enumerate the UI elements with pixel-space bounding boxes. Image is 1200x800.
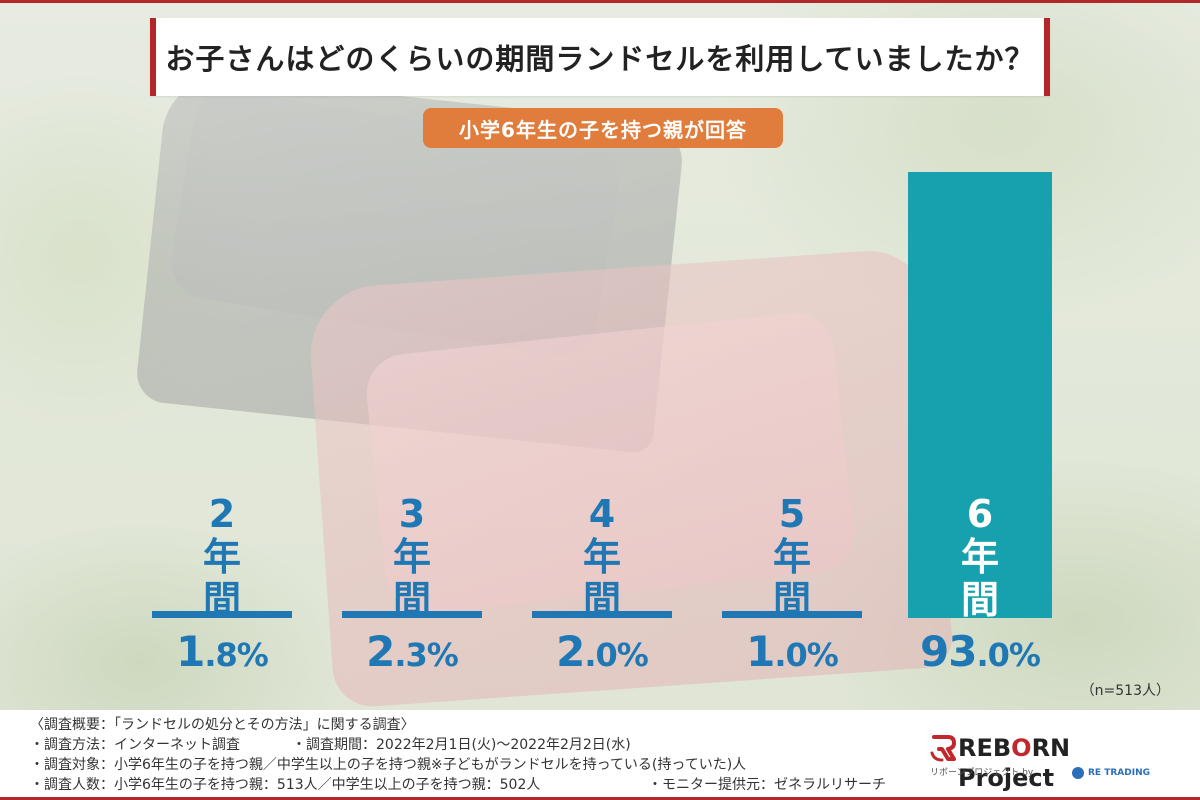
subtitle-pill: 小学6年生の子を持つ親が回答	[423, 108, 783, 148]
value-label-4: 1.0%	[746, 627, 839, 676]
survey-target: ・調査対象：小学6年生の子を持つ親／中学生以上の子を持つ親※子どもがランドセルを…	[30, 757, 747, 773]
logo-subtext: リボーンプロジェクト by	[930, 768, 1034, 778]
value-label-2: 2.3%	[366, 627, 459, 676]
value-label-1: 1.8%	[176, 627, 269, 676]
footer: 〈調査概要：「ランドセルの処分とその方法」に関する調査〉 ・調査方法：インターネ…	[0, 710, 1200, 797]
sample-size-note: （n=513人）	[1080, 683, 1170, 699]
value-label-5: 93.0%	[920, 627, 1041, 676]
bar-2	[342, 611, 482, 618]
value-label-3: 2.0%	[556, 627, 649, 676]
re-trading-icon	[1072, 767, 1084, 779]
bar-3	[532, 611, 672, 618]
logo-wordmark: REBORN Project	[958, 734, 1071, 792]
bar-4	[722, 611, 862, 618]
survey-overview-heading: 〈調査概要：「ランドセルの処分とその方法」に関する調査〉	[30, 717, 415, 733]
survey-period: ・調査期間：2022年2月1日(火)～2022年2月2日(水)	[292, 737, 631, 753]
monitor-provider: ・モニター提供元：ゼネラルリサーチ	[648, 777, 886, 793]
bar-5	[908, 172, 1052, 618]
reborn-project-logo: REBORN Project リボーンプロジェクト by RE TRADING	[928, 733, 1168, 792]
chart-title: お子さんはどのくらいの期間ランドセルを利用していましたか？	[165, 42, 1035, 76]
survey-method: ・調査方法：インターネット調査	[30, 737, 240, 753]
bar-1	[152, 611, 292, 618]
bar-chart: 2 年間 1.8% 3 年間 2.3% 4 年間 2.0% 5 年間 1.0% 6 年間 93.0%	[152, 172, 1052, 676]
logo-partner: RE TRADING	[1088, 768, 1150, 778]
title-box: お子さんはどのくらいの期間ランドセルを利用していましたか？	[150, 18, 1050, 96]
survey-count: ・調査人数：小学6年生の子を持つ親：513人／中学生以上の子を持つ親：502人	[30, 777, 541, 793]
reborn-logo-icon	[930, 735, 956, 762]
